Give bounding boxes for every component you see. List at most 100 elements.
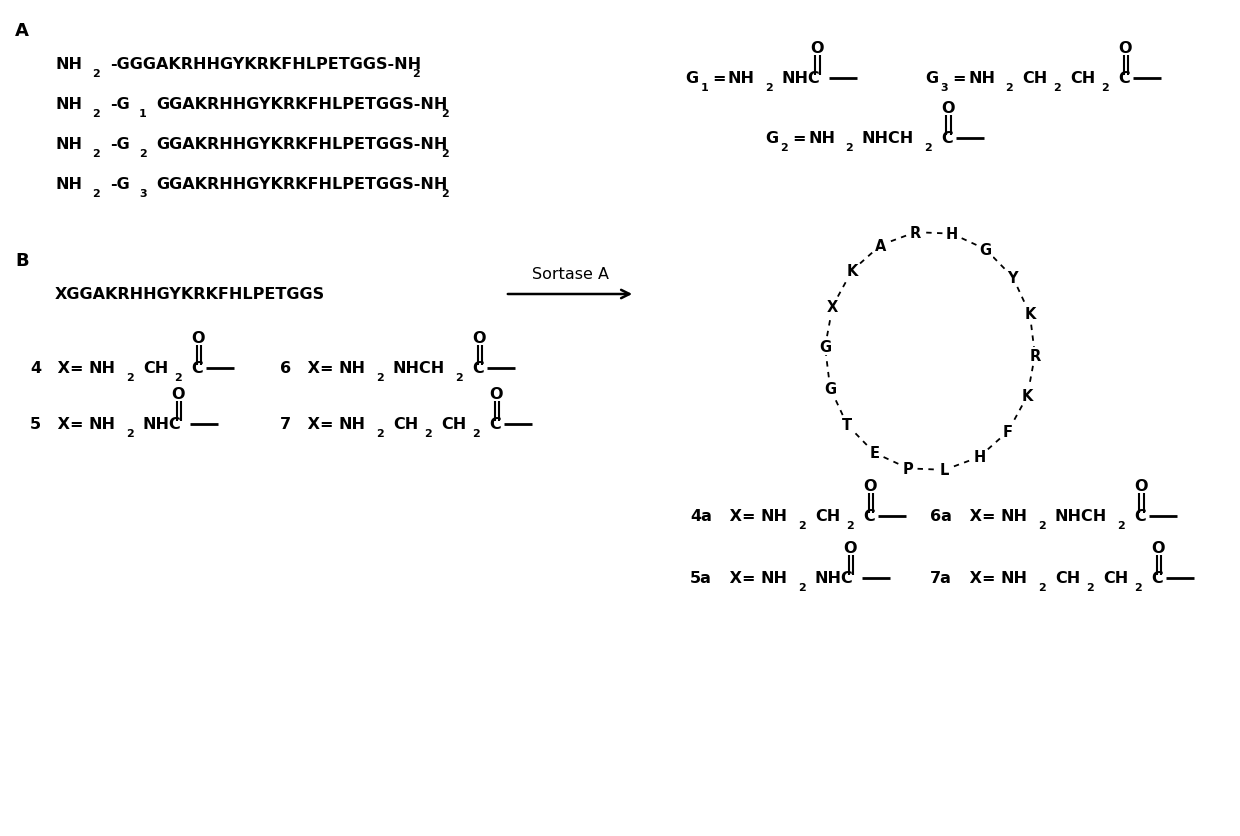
Text: C: C [1151, 571, 1163, 586]
Text: 6a: 6a [930, 509, 952, 524]
Text: -G: -G [110, 137, 130, 152]
Text: E: E [869, 446, 879, 461]
Text: -G: -G [110, 177, 130, 192]
Text: O: O [810, 41, 823, 56]
Text: NH: NH [55, 97, 82, 112]
Text: G: G [925, 71, 939, 86]
Text: 2: 2 [92, 69, 99, 79]
Text: 5: 5 [30, 417, 41, 432]
Text: 2: 2 [376, 373, 383, 383]
Text: 2: 2 [1038, 583, 1045, 592]
Text: 2: 2 [92, 189, 99, 199]
Text: 2: 2 [441, 149, 449, 159]
Text: CH: CH [1055, 571, 1080, 586]
Text: 3: 3 [139, 189, 146, 199]
Text: O: O [863, 478, 877, 493]
Text: 2: 2 [441, 109, 449, 119]
Text: 2: 2 [1004, 83, 1013, 93]
Text: NH: NH [89, 417, 117, 432]
Text: CH: CH [143, 361, 169, 376]
Text: G: G [825, 381, 836, 396]
Text: O: O [472, 330, 486, 345]
Text: X=: X= [724, 571, 755, 586]
Text: C: C [1135, 509, 1146, 524]
Text: C: C [191, 361, 203, 376]
Text: CH: CH [815, 509, 841, 524]
Text: 2: 2 [1101, 83, 1109, 93]
Text: K: K [1024, 307, 1035, 322]
Text: X=: X= [963, 571, 996, 586]
Text: C: C [863, 509, 874, 524]
Text: H: H [946, 227, 959, 242]
Text: T: T [842, 418, 852, 433]
Text: G: G [818, 340, 831, 355]
Text: C: C [472, 361, 484, 376]
Text: NHCH: NHCH [862, 131, 914, 146]
Text: NHCH: NHCH [393, 361, 445, 376]
Text: O: O [171, 386, 185, 401]
Text: 1: 1 [701, 83, 708, 93]
Text: 2: 2 [472, 429, 480, 438]
Text: O: O [490, 386, 502, 401]
Text: R: R [910, 226, 921, 241]
Text: NH: NH [761, 509, 787, 524]
Text: 2: 2 [139, 149, 146, 159]
Text: 4a: 4a [689, 509, 712, 524]
Text: XGGAKRHHGYKRKFHLPETGGS: XGGAKRHHGYKRKFHLPETGGS [55, 287, 325, 302]
Text: G: G [980, 242, 992, 257]
Text: CH: CH [441, 417, 466, 432]
Text: H: H [973, 450, 986, 465]
Text: CH: CH [1104, 571, 1128, 586]
Text: 2: 2 [376, 429, 383, 438]
Text: CH: CH [1070, 71, 1095, 86]
Text: NH: NH [968, 71, 994, 86]
Text: NH: NH [808, 131, 835, 146]
Text: NHC: NHC [782, 71, 821, 86]
Text: CH: CH [393, 417, 418, 432]
Text: P: P [903, 461, 914, 477]
Text: =: = [712, 71, 725, 86]
Text: X=: X= [303, 361, 334, 376]
Text: C: C [941, 131, 952, 146]
Text: NH: NH [339, 417, 366, 432]
Text: =: = [792, 131, 806, 146]
Text: 2: 2 [780, 143, 789, 153]
Text: 4: 4 [30, 361, 41, 376]
Text: O: O [941, 101, 955, 116]
Text: -G: -G [110, 97, 130, 112]
Text: 2: 2 [1135, 583, 1142, 592]
Text: O: O [1151, 540, 1164, 555]
Text: 2: 2 [1117, 520, 1125, 530]
Text: 2: 2 [412, 69, 420, 79]
Text: NH: NH [1001, 571, 1028, 586]
Text: L: L [940, 463, 950, 477]
Text: R: R [1029, 349, 1040, 364]
Text: -GGGAKRHHGYKRKFHLPETGGS-NH: -GGGAKRHHGYKRKFHLPETGGS-NH [110, 58, 422, 73]
Text: C: C [489, 417, 501, 432]
Text: 2: 2 [844, 143, 853, 153]
Text: Sortase A: Sortase A [532, 268, 609, 283]
Text: X=: X= [303, 417, 334, 432]
Text: NH: NH [55, 58, 82, 73]
Text: 2: 2 [799, 520, 806, 530]
Text: C: C [1118, 71, 1130, 86]
Text: 2: 2 [1038, 520, 1045, 530]
Text: O: O [843, 540, 857, 555]
Text: G: G [684, 71, 698, 86]
Text: Y: Y [1007, 270, 1018, 285]
Text: A: A [15, 22, 29, 40]
Text: 1: 1 [139, 109, 146, 119]
Text: NH: NH [339, 361, 366, 376]
Text: A: A [875, 238, 887, 253]
Text: 2: 2 [424, 429, 432, 438]
Text: O: O [1135, 478, 1148, 493]
Text: 6: 6 [280, 361, 291, 376]
Text: 2: 2 [924, 143, 931, 153]
Text: X=: X= [52, 417, 83, 432]
Text: O: O [1118, 41, 1132, 56]
Text: NHCH: NHCH [1055, 509, 1107, 524]
Text: NH: NH [1001, 509, 1028, 524]
Text: 7a: 7a [930, 571, 952, 586]
Text: 2: 2 [126, 429, 134, 438]
Text: NH: NH [761, 571, 787, 586]
